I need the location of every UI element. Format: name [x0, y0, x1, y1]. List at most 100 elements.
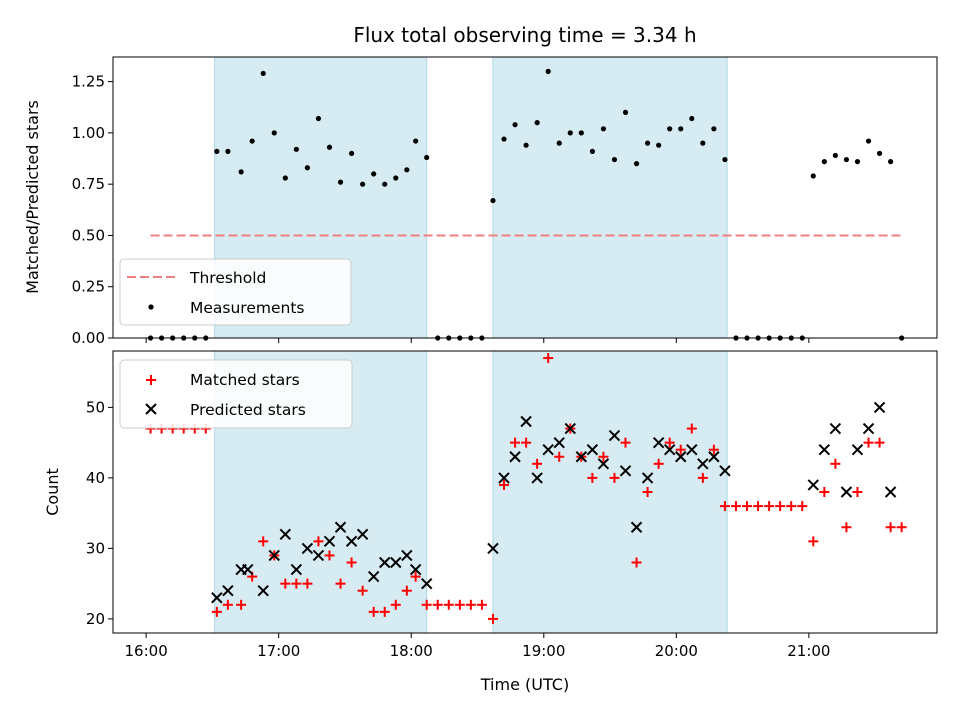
measurement-point — [865, 138, 872, 144]
matched-point — [819, 487, 830, 497]
matched-point — [499, 479, 510, 490]
matched-point — [487, 613, 498, 624]
matched-point — [211, 606, 222, 617]
predicted-stars-points — [211, 401, 897, 604]
legend-matched-marker — [146, 375, 156, 385]
matched-point — [719, 501, 730, 512]
measurement-point — [578, 130, 584, 136]
measurement-point — [326, 144, 333, 150]
top-panel: 0.00 0.25 0.50 0.75 1.00 1.25 Matched/Predict… — [23, 56, 938, 347]
predicted-point — [542, 443, 554, 456]
predicted-point — [498, 472, 510, 484]
predicted-point — [222, 584, 234, 597]
measurement-point — [260, 70, 266, 77]
measurement-point — [501, 136, 507, 142]
matched-point — [852, 487, 863, 497]
predicted-point — [242, 563, 254, 576]
matched-point — [324, 550, 335, 561]
measurement-point — [810, 173, 816, 179]
matched-point — [390, 599, 401, 610]
matched-point — [346, 557, 357, 568]
matched-point — [302, 578, 313, 589]
matched-point — [664, 437, 675, 448]
shaded-interval — [492, 350, 728, 634]
legend-threshold-label: Threshold — [189, 269, 266, 287]
matched-point — [465, 599, 476, 610]
predicted-point — [586, 443, 599, 456]
measurement-point — [876, 150, 883, 157]
matched-point — [476, 599, 487, 610]
measurement-point — [600, 126, 607, 132]
bottom-x-tick-label: 21:00 — [787, 642, 830, 660]
predicted-point — [675, 451, 687, 463]
measurement-point — [589, 148, 595, 154]
measurement-point — [304, 165, 311, 171]
measurement-point — [700, 140, 706, 146]
matched-point — [443, 599, 454, 610]
predicted-point — [356, 528, 369, 541]
predicted-point — [818, 443, 831, 456]
matched-point — [786, 501, 797, 512]
bottom-y-tick-label: 20 — [86, 610, 105, 628]
matched-point — [885, 522, 896, 533]
predicted-point — [409, 563, 422, 576]
matched-point — [598, 451, 609, 462]
shaded-interval — [492, 56, 728, 339]
measurement-point — [545, 68, 551, 74]
bottom-y-tick-label: 50 — [86, 398, 105, 416]
predicted-point — [686, 443, 698, 456]
measurement-point — [512, 122, 518, 128]
measurement-point — [656, 142, 662, 148]
measurement-point — [271, 130, 277, 136]
bottom-panel: 20 30 40 50 16:00 17:00 18:00 19:00 20:00 21:00 C… — [43, 350, 938, 694]
predicted-point — [420, 577, 433, 590]
measurement-point — [689, 115, 695, 122]
predicted-point — [367, 570, 380, 583]
matched-point — [510, 437, 521, 448]
measurement-point — [523, 142, 529, 148]
predicted-point — [719, 465, 731, 477]
measurement-point — [888, 159, 894, 165]
predicted-point — [597, 458, 610, 470]
matched-point — [708, 444, 719, 455]
legend-measurements-label: Measurements — [190, 299, 305, 317]
matched-point — [631, 557, 642, 568]
top-y-tick-label: 1.00 — [72, 124, 105, 142]
matched-point — [642, 487, 653, 497]
matched-point — [532, 458, 543, 469]
measurement-point — [393, 175, 399, 181]
predicted-point — [652, 436, 665, 449]
predicted-point — [851, 443, 864, 456]
predicted-point — [268, 549, 280, 562]
matched-point — [753, 501, 764, 512]
measurement-point — [556, 140, 562, 146]
predicted-point — [345, 535, 358, 548]
measurement-point — [225, 148, 231, 154]
predicted-point — [575, 451, 588, 463]
predicted-point — [312, 549, 325, 562]
top-y-axis-label: Matched/Predicted stars — [23, 100, 42, 294]
matched-point — [620, 437, 631, 448]
measurement-point — [382, 181, 388, 187]
measurement-point — [722, 156, 728, 163]
measurement-point — [611, 156, 618, 163]
matched-point — [830, 458, 841, 469]
top-legend: Threshold Measurements — [119, 258, 352, 326]
bottom-y-axis-label: Count — [43, 468, 62, 516]
measurement-point — [413, 138, 419, 144]
bottom-x-tick-label: 19:00 — [522, 642, 565, 660]
bottom-x-tick-label: 20:00 — [655, 642, 698, 660]
top-y-tick-label: 1.25 — [72, 73, 105, 91]
predicted-point — [884, 486, 897, 498]
top-y-tick-label: 0.75 — [72, 175, 105, 193]
measurement-point — [404, 167, 410, 173]
predicted-point — [301, 542, 314, 555]
bottom-axis-ticks: 20 30 40 50 16:00 17:00 18:00 19:00 20:00 21:00 — [86, 398, 831, 660]
matched-point — [357, 585, 368, 596]
measurement-point — [293, 146, 299, 152]
predicted-point — [379, 556, 391, 569]
matched-point — [543, 353, 554, 364]
measurement-point — [534, 120, 540, 126]
measurement-point — [678, 126, 684, 132]
measurement-point — [424, 154, 430, 161]
